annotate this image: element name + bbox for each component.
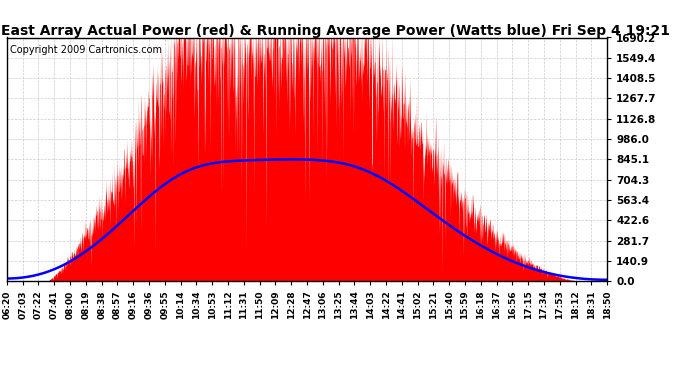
Text: Copyright 2009 Cartronics.com: Copyright 2009 Cartronics.com (10, 45, 162, 55)
Text: East Array Actual Power (red) & Running Average Power (Watts blue) Fri Sep 4 19:: East Array Actual Power (red) & Running … (1, 24, 670, 38)
